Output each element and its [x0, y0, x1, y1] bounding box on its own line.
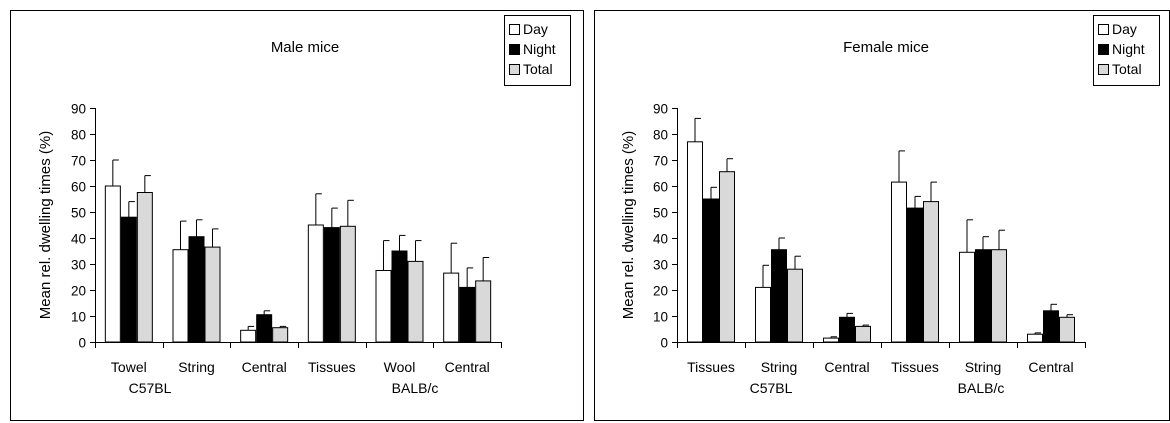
bar-night [975, 249, 991, 343]
x-category-label: Towel [111, 359, 147, 375]
x-category-label: Tissues [891, 359, 939, 375]
bar-total [272, 327, 289, 343]
y-tick-label: 0 [660, 336, 668, 351]
group-label: C57BL [129, 380, 172, 396]
legend-label-night: Night [523, 41, 556, 57]
legend-swatch-night [1098, 44, 1109, 55]
x-category-label: Tissues [687, 359, 735, 375]
x-category-label: String [761, 359, 798, 375]
x-category-label: Central [824, 359, 869, 375]
y-tick-label: 20 [71, 284, 86, 299]
legend-swatch-day [509, 24, 520, 35]
y-axis-label: Mean rel. dwelling times (%) [620, 131, 637, 319]
bar-night [907, 207, 923, 343]
bar-day [443, 272, 460, 343]
group-label: BALB/c [958, 380, 1005, 396]
bar-day [307, 224, 324, 343]
y-tick-label: 60 [71, 180, 86, 195]
bar-night [391, 250, 408, 343]
legend-label-day: Day [523, 21, 548, 37]
y-tick-label: 70 [653, 154, 668, 169]
y-tick-label: 60 [653, 180, 668, 195]
y-tick-label: 20 [653, 284, 668, 299]
y-tick-label: 10 [653, 310, 668, 325]
bar-night [459, 286, 476, 343]
bar-total [855, 325, 871, 343]
bar-total [475, 280, 492, 343]
bar-total [787, 268, 803, 343]
bar-night [839, 316, 855, 343]
legend: Day Night Total [504, 15, 571, 86]
bar-night [1043, 310, 1059, 343]
y-tick-label: 40 [71, 232, 86, 247]
bar-night [703, 198, 719, 343]
bar-day [172, 249, 189, 343]
x-category-label: String [965, 359, 1002, 375]
bar-day [240, 329, 257, 343]
x-category-label: Central [1028, 359, 1073, 375]
bar-night [256, 314, 273, 343]
bar-total [991, 249, 1007, 343]
chart-title: Male mice [271, 39, 339, 56]
bar-night [120, 216, 137, 343]
panel-frame [10, 10, 584, 421]
y-tick-label: 70 [71, 154, 86, 169]
bar-day [375, 270, 392, 343]
bar-night [771, 249, 787, 343]
y-tick-label: 90 [71, 102, 86, 117]
y-tick-label: 90 [653, 102, 668, 117]
male-mice-chart: Male mice Mean rel. dwelling times (%) 0 10… [10, 10, 584, 421]
x-category-label: Central [242, 359, 287, 375]
bar-total [204, 246, 221, 343]
legend-swatch-night [509, 44, 520, 55]
y-tick-label: 40 [653, 232, 668, 247]
legend-swatch-total [509, 64, 520, 75]
legend-label-day: Day [1112, 21, 1137, 37]
bar-day [891, 181, 907, 343]
panel-frame [594, 10, 1170, 421]
y-tick-label: 0 [78, 336, 86, 351]
bar-total [1059, 316, 1075, 343]
group-label: C57BL [750, 380, 793, 396]
bar-night [323, 227, 340, 343]
legend-label-total: Total [523, 61, 553, 77]
legend-label-total: Total [1112, 61, 1142, 77]
y-tick-label: 30 [653, 258, 668, 273]
bar-day [755, 286, 771, 343]
legend-label-night: Night [1112, 41, 1145, 57]
y-tick-label: 50 [71, 206, 86, 221]
y-tick-label: 80 [71, 128, 86, 143]
y-tick-label: 10 [71, 310, 86, 325]
legend: Day Night Total [1093, 15, 1160, 86]
bar-total [136, 192, 153, 343]
bar-total [719, 171, 735, 343]
x-category-label: String [178, 359, 215, 375]
bar-total [339, 225, 356, 343]
group-label: BALB/c [392, 380, 439, 396]
x-category-label: Tissues [308, 359, 356, 375]
y-tick-label: 30 [71, 258, 86, 273]
bar-day [1027, 333, 1043, 343]
bar-total [407, 260, 424, 343]
bar-day [687, 141, 703, 343]
legend-swatch-total [1098, 64, 1109, 75]
y-tick-label: 80 [653, 128, 668, 143]
legend-swatch-day [1098, 24, 1109, 35]
bar-day [959, 251, 975, 343]
female-mice-chart: Female mice Mean rel. dwelling times (%) 0… [594, 10, 1170, 421]
x-category-label: Central [445, 359, 490, 375]
chart-title: Female mice [843, 39, 929, 56]
bar-total [923, 201, 939, 343]
bar-day [104, 185, 121, 343]
y-axis-label: Mean rel. dwelling times (%) [37, 131, 54, 319]
x-category-label: Wool [384, 359, 416, 375]
y-tick-label: 50 [653, 206, 668, 221]
bar-day [823, 337, 839, 343]
bar-night [188, 236, 205, 343]
